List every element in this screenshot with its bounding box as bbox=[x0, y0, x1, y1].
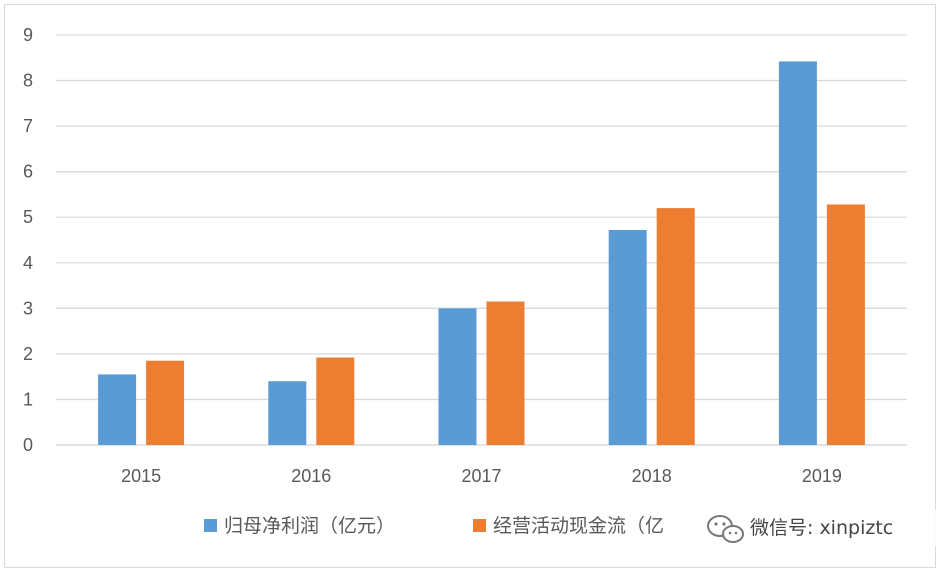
wechat-icon bbox=[707, 515, 744, 543]
watermark-text: 微信号: xinpiztc bbox=[750, 517, 893, 539]
y-tick-label: 2 bbox=[23, 344, 33, 364]
y-tick-label: 6 bbox=[23, 162, 33, 182]
legend-swatch-net-profit bbox=[204, 519, 217, 532]
x-tick-label: 2017 bbox=[461, 466, 501, 486]
bar-operating-cash-flow-2017 bbox=[486, 301, 525, 445]
y-tick-label: 3 bbox=[23, 298, 33, 318]
bar-net-profit-2018 bbox=[608, 229, 647, 445]
x-tick-label: 2015 bbox=[121, 466, 161, 486]
bar-operating-cash-flow-2018 bbox=[656, 208, 695, 445]
bar-net-profit-2017 bbox=[438, 308, 477, 445]
gridlines bbox=[56, 34, 907, 446]
y-tick-label: 4 bbox=[23, 253, 33, 273]
bars bbox=[98, 61, 865, 446]
legend-label-net-profit: 归母净利润（亿元） bbox=[224, 515, 395, 537]
y-axis-tick-labels: 0 1 2 3 4 5 6 7 8 9 bbox=[23, 25, 33, 455]
bar-operating-cash-flow-2019 bbox=[826, 204, 865, 445]
bar-operating-cash-flow-2016 bbox=[316, 357, 355, 445]
bar-net-profit-2015 bbox=[98, 374, 137, 445]
watermark: 微信号: xinpiztc bbox=[700, 510, 938, 546]
legend: 归母净利润（亿元） 经营活动现金流（亿 bbox=[204, 515, 664, 537]
y-tick-label: 5 bbox=[23, 207, 33, 227]
bar-net-profit-2019 bbox=[778, 61, 817, 446]
y-tick-label: 7 bbox=[23, 116, 33, 136]
bar-net-profit-2016 bbox=[268, 381, 307, 445]
x-tick-label: 2016 bbox=[291, 466, 331, 486]
y-tick-label: 8 bbox=[23, 71, 33, 91]
bar-operating-cash-flow-2015 bbox=[146, 360, 185, 445]
y-tick-label: 9 bbox=[23, 25, 33, 45]
legend-swatch-operating-cash-flow bbox=[473, 519, 486, 532]
x-axis-tick-labels: 2015 2016 2017 2018 2019 bbox=[121, 466, 842, 486]
y-tick-label: 0 bbox=[23, 435, 33, 455]
y-tick-label: 1 bbox=[23, 389, 33, 409]
x-tick-label: 2018 bbox=[632, 466, 672, 486]
legend-label-operating-cash-flow: 经营活动现金流（亿 bbox=[493, 515, 664, 537]
x-tick-label: 2019 bbox=[802, 466, 842, 486]
